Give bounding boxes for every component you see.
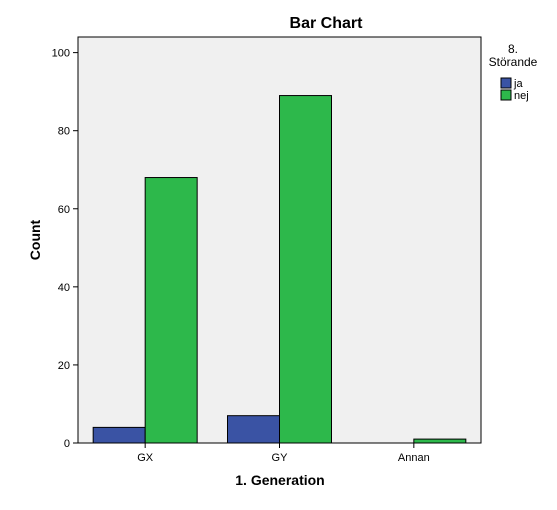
x-axis: GX GY Annan xyxy=(137,443,430,464)
y-tick-label: 80 xyxy=(58,126,70,138)
bar-nej-GX xyxy=(144,177,198,444)
x-tick-label: GY xyxy=(272,452,289,464)
bar-ja-GY xyxy=(227,415,280,444)
y-axis-label: Count xyxy=(27,219,43,260)
legend-swatch-ja xyxy=(500,77,512,89)
x-tick-label: Annan xyxy=(398,452,430,464)
legend-label-nej: nej xyxy=(514,90,529,102)
legend-swatch-nej xyxy=(500,89,512,101)
chart-title: Bar Chart xyxy=(290,15,364,32)
legend-label-ja: ja xyxy=(513,78,523,90)
y-tick-label: 100 xyxy=(52,48,70,60)
bar-nej-GY xyxy=(279,95,332,444)
y-tick-label: 60 xyxy=(58,204,70,216)
x-axis-label: 1. Generation xyxy=(235,472,324,488)
y-tick-label: 40 xyxy=(58,282,70,294)
legend-title-line1: 8. xyxy=(508,42,518,56)
y-tick-label: 0 xyxy=(64,438,70,450)
bar-nej-Annan xyxy=(413,438,467,444)
bar-ja-GX xyxy=(92,426,146,444)
y-tick-label: 20 xyxy=(58,360,70,372)
x-tick-label: GX xyxy=(137,452,154,464)
legend-title-line2: Störande xyxy=(489,55,538,69)
bars-group xyxy=(92,95,467,444)
y-axis: 0 20 40 60 80 100 xyxy=(52,48,78,450)
